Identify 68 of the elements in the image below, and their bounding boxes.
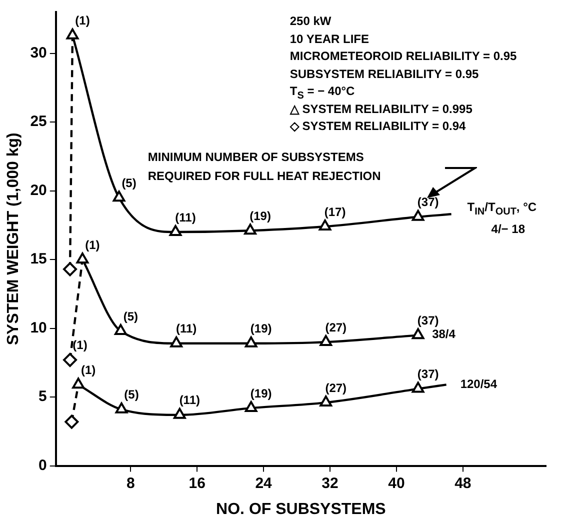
point: [63, 352, 78, 367]
y-tick-label: 25: [30, 113, 47, 130]
x-axis-title: NO. OF SUBSYSTEMS: [216, 500, 386, 518]
annotation: SUBSYSTEM RELIABILITY = 0.95: [290, 66, 479, 80]
annotation: 10 YEAR LIFE: [290, 32, 370, 46]
point: [169, 225, 182, 236]
y-tick-label: 0: [38, 456, 47, 474]
point: [66, 28, 79, 40]
annotation: (1): [75, 14, 90, 28]
point: [244, 224, 256, 235]
point: [320, 335, 332, 346]
annotation: T$_{S}$ = − 40°C: [290, 84, 355, 102]
annotation: △ SYSTEM RELIABILITY = 0.995: [290, 102, 472, 116]
annotation: (19): [250, 322, 272, 336]
y-tick-label: 30: [30, 44, 47, 62]
point: [320, 396, 332, 407]
legend-title: T$_{IN}$/T$_{OUT}$, °C: [467, 200, 537, 218]
x-tick-label: 32: [322, 474, 338, 492]
annotation: (17): [324, 204, 346, 219]
annotation: (11): [176, 322, 197, 336]
x-tick-label: 16: [188, 474, 206, 492]
annotation: (37): [417, 367, 439, 382]
annotation: (5): [124, 388, 139, 402]
y-tick-label: 15: [30, 250, 47, 268]
annotation: MICROMETEOROID RELIABILITY = 0.95: [290, 49, 517, 63]
y-tick-label: 20: [30, 182, 47, 199]
annotation: MINIMUM NUMBER OF SUBSYSTEMS: [148, 150, 364, 164]
point: [72, 378, 85, 389]
point: [64, 414, 79, 429]
x-tick-label: 8: [126, 474, 135, 492]
point: [244, 336, 258, 348]
y-tick-label: 5: [38, 388, 47, 406]
point: [114, 324, 127, 336]
annotation: (37): [417, 195, 439, 210]
annotation: (1): [80, 362, 96, 377]
annotation: (27): [325, 320, 347, 334]
point: [170, 336, 183, 348]
annotation: (5): [123, 309, 138, 324]
annotation: (19): [250, 386, 272, 400]
point: [412, 210, 424, 221]
y-axis-title: SYSTEM WEIGHT (1,000 kg): [5, 132, 22, 346]
annotation: (19): [250, 208, 271, 223]
annotation: (5): [122, 176, 136, 190]
point: [112, 190, 126, 202]
annotation: (27): [325, 380, 347, 395]
text: 4/− 18: [491, 222, 525, 236]
x-tick-label: 48: [454, 474, 472, 492]
point: [63, 262, 78, 276]
point: [412, 382, 424, 393]
point: [173, 408, 186, 419]
x-tick-label: 24: [255, 474, 273, 492]
y-tick-label: 10: [30, 319, 47, 336]
annotation: (11): [175, 210, 196, 224]
annotation: REQUIRED FOR FULL HEAT REJECTION: [148, 169, 381, 183]
series-label: 120/54: [460, 376, 498, 391]
point: [244, 401, 258, 412]
annotation: (37): [417, 313, 439, 328]
x-tick-label: 40: [388, 474, 405, 492]
annotation: (1): [72, 338, 88, 352]
point: [115, 402, 128, 414]
point: [318, 220, 332, 231]
annotation: ◇ SYSTEM RELIABILITY = 0.94: [290, 119, 466, 133]
annotation: 250 kW: [290, 14, 332, 28]
point: [76, 252, 89, 264]
annotation: (1): [85, 238, 100, 252]
annotation: (11): [179, 393, 200, 408]
series-label: 38/4: [432, 327, 456, 342]
point: [412, 328, 424, 340]
